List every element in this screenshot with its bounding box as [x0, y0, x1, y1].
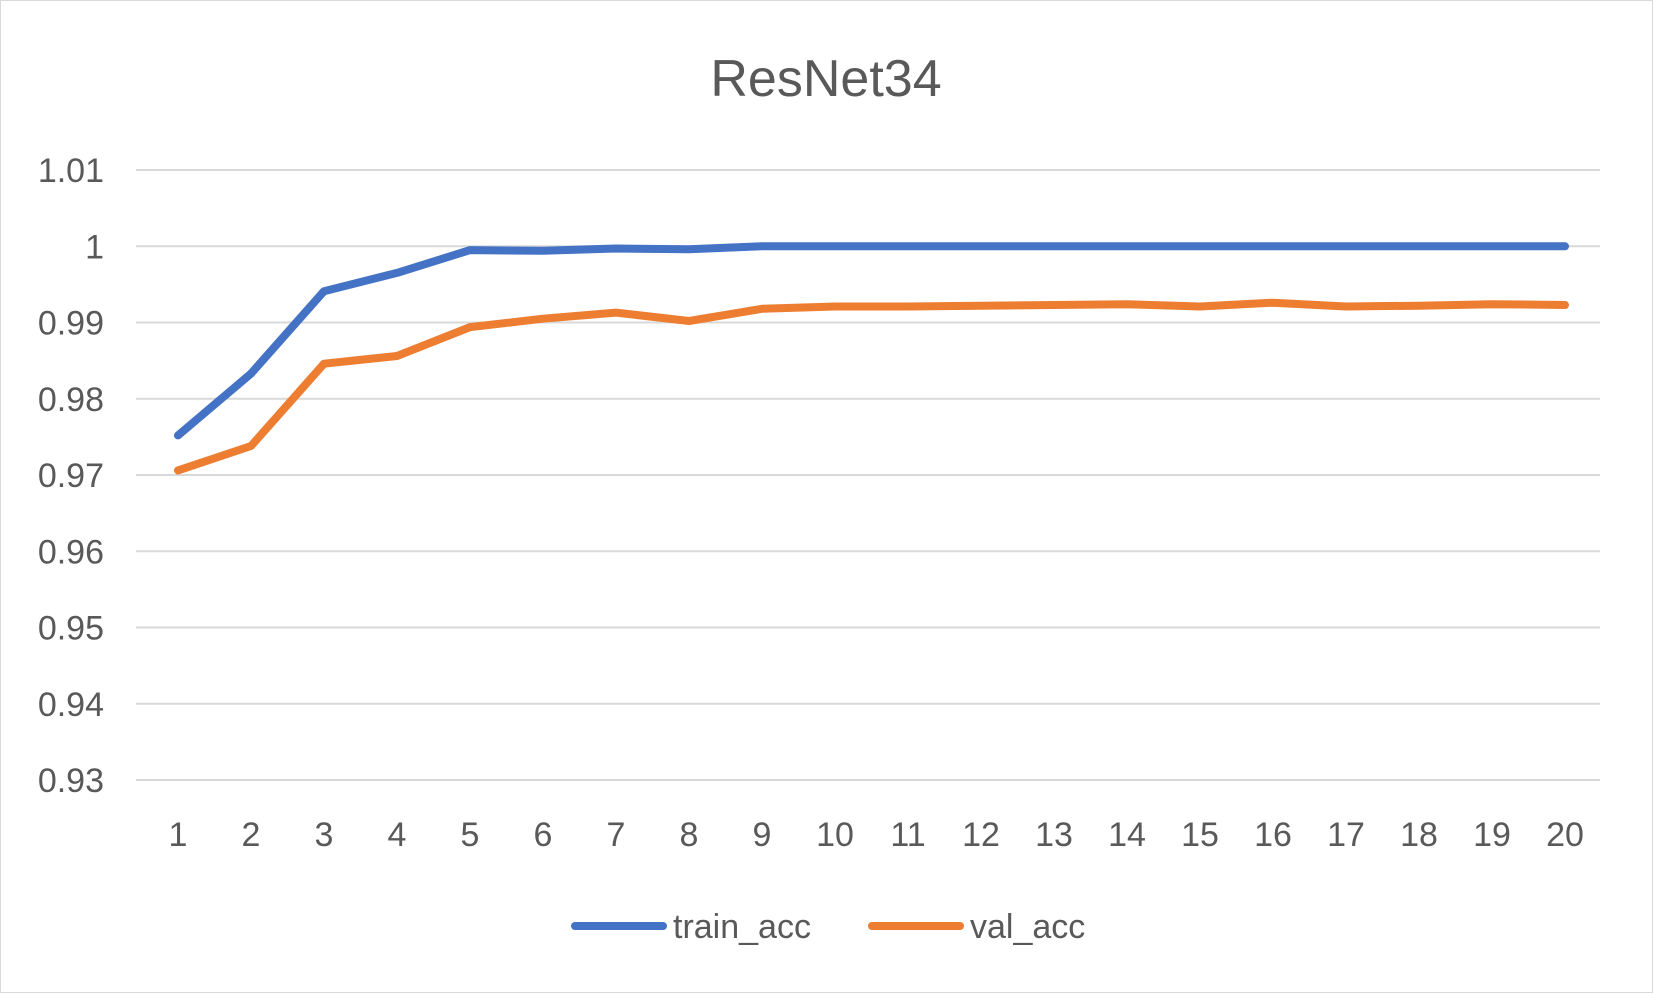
- x-tick-label: 3: [315, 816, 334, 854]
- x-tick-label: 18: [1400, 816, 1438, 854]
- x-tick-label: 15: [1181, 816, 1219, 854]
- legend: train_acc val_acc: [571, 908, 1085, 946]
- y-tick-label: 0.95: [38, 610, 104, 648]
- x-tick-label: 6: [534, 816, 553, 854]
- series-lines: [174, 242, 1569, 475]
- legend-label-val-acc: val_acc: [970, 908, 1085, 946]
- x-tick-label: 8: [680, 816, 699, 854]
- x-tick-label: 17: [1327, 816, 1365, 854]
- y-tick-label: 1: [85, 228, 104, 266]
- x-tick-label: 1: [169, 816, 188, 854]
- x-tick-label: 5: [461, 816, 480, 854]
- y-tick-label: 0.98: [38, 381, 104, 419]
- y-tick-label: 0.93: [38, 762, 104, 800]
- y-axis-ticks: 0.93 0.94 0.95 0.96 0.97 0.98 0.99 1 1.01: [38, 152, 104, 800]
- x-tick-label: 12: [962, 816, 1000, 854]
- x-tick-label: 11: [890, 816, 925, 854]
- legend-label-train-acc: train_acc: [673, 908, 811, 946]
- y-tick-label: 0.97: [38, 457, 104, 495]
- x-tick-label: 10: [816, 816, 854, 854]
- x-tick-label: 2: [242, 816, 261, 854]
- x-tick-label: 20: [1546, 816, 1584, 854]
- x-tick-label: 13: [1035, 816, 1073, 854]
- series-line-train-acc: [174, 242, 1569, 440]
- y-tick-label: 1.01: [38, 152, 104, 190]
- gridlines: [136, 169, 1600, 781]
- y-tick-label: 0.96: [38, 533, 104, 571]
- x-axis-ticks: 1 2 3 4 5 6 7 8 9 10 11 12 13 14 15 16 17 18 19 20: [169, 816, 1584, 854]
- series-line-val-acc: [174, 298, 1569, 475]
- x-tick-label: 16: [1254, 816, 1292, 854]
- y-tick-label: 0.99: [38, 305, 104, 343]
- x-tick-label: 7: [607, 816, 626, 854]
- x-tick-label: 4: [388, 816, 407, 854]
- x-tick-label: 14: [1108, 816, 1146, 854]
- x-tick-label: 9: [753, 816, 772, 854]
- chart-title: ResNet34: [710, 50, 941, 108]
- y-tick-label: 0.94: [38, 686, 104, 724]
- x-tick-label: 19: [1473, 816, 1511, 854]
